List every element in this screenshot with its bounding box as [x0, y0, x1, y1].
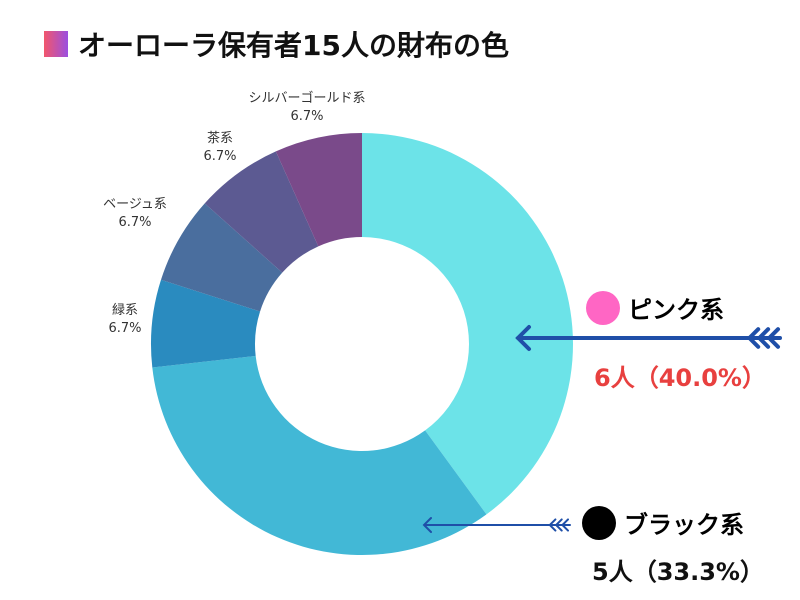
slice-1	[152, 355, 487, 556]
chart-title: オーローラ保有者15人の財布の色	[44, 24, 509, 64]
slice-label: 茶系	[206, 131, 233, 146]
black-callout-arrow	[422, 517, 571, 533]
pink-callout-arrow	[515, 325, 782, 351]
black-dot-icon	[582, 505, 616, 540]
slice-pct: 6.7%	[290, 109, 324, 124]
pink-dot-icon	[586, 290, 620, 325]
slice-pct: 6.7%	[203, 149, 237, 164]
title-text: オーローラ保有者15人の財布の色	[78, 29, 509, 62]
callout-pink: ピンク系	[586, 290, 724, 325]
slice-2	[151, 279, 261, 368]
callout-black: ブラック系	[582, 505, 744, 540]
label-brown: 茶系 6.7%	[180, 130, 260, 166]
slice-4	[204, 151, 319, 273]
slice-pct: 6.7%	[118, 215, 152, 230]
slice-label: 緑系	[111, 303, 138, 318]
label-silver-gold: シルバーゴールド系 6.7%	[232, 90, 382, 126]
slice-3	[161, 203, 283, 312]
title-color-mark	[44, 31, 68, 57]
label-green: 緑系 6.7%	[90, 302, 160, 338]
slice-label: シルバーゴールド系	[248, 91, 366, 106]
callout-label: ピンク系	[628, 296, 724, 324]
slice-5	[275, 133, 362, 247]
callout-label: ブラック系	[624, 511, 744, 539]
callout-pink-count: 6人（40.0%）	[594, 364, 766, 392]
slice-0	[362, 133, 574, 515]
slice-label: ベージュ系	[103, 197, 167, 212]
callout-black-count: 5人（33.3%）	[592, 558, 764, 586]
slice-pct: 6.7%	[108, 321, 142, 336]
label-beige: ベージュ系 6.7%	[85, 196, 185, 232]
